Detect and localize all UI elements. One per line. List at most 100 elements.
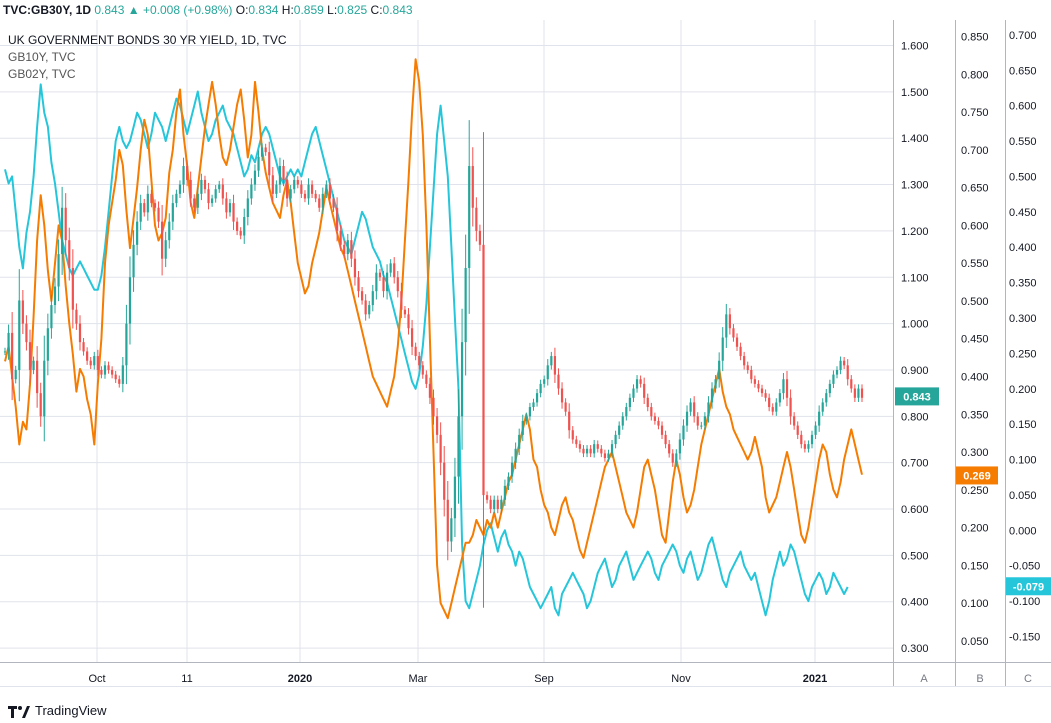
- candle-body: [614, 434, 617, 445]
- candle-body: [678, 439, 681, 454]
- candle-body: [589, 448, 592, 454]
- candle-body: [403, 309, 407, 315]
- price-tick-C: 0.550: [1009, 136, 1037, 148]
- candle-body: [393, 263, 396, 278]
- scale-button-a[interactable]: A: [915, 670, 933, 686]
- price-tick-B: 0.600: [961, 220, 989, 232]
- candle-body: [664, 434, 667, 445]
- time-tick-label: Sep: [534, 673, 554, 685]
- candle-body: [360, 291, 364, 301]
- candle-body: [750, 369, 753, 380]
- candle-body: [743, 356, 746, 366]
- candle-body: [610, 444, 614, 454]
- candle-body: [328, 184, 332, 199]
- candle-body: [300, 184, 303, 194]
- candle-body: [175, 193, 178, 204]
- candle-body: [289, 189, 292, 199]
- candle-body: [803, 444, 806, 449]
- price-tick-A: 0.500: [901, 550, 929, 562]
- candle-body: [382, 277, 385, 292]
- candle-body: [764, 393, 767, 398]
- candle-body: [364, 300, 367, 315]
- candle-body: [43, 360, 46, 417]
- price-tick-A: 0.400: [901, 597, 929, 609]
- price-tick-B: 0.150: [961, 560, 989, 572]
- candle-body: [357, 277, 360, 292]
- scale-button-b[interactable]: B: [971, 670, 989, 686]
- candle-body: [303, 193, 307, 199]
- candle-body: [161, 221, 164, 259]
- candle-body: [314, 193, 317, 199]
- candle-body: [696, 416, 699, 426]
- candle-body: [693, 402, 696, 417]
- legend-gb02y[interactable]: GB02Y, TVC: [8, 67, 76, 81]
- legend-main[interactable]: UK GOVERNMENT BONDS 30 YR YIELD, 1D, TVC: [8, 33, 287, 47]
- candle-body: [7, 332, 10, 352]
- time-tick-label: Mar: [409, 673, 428, 685]
- scale-button-c[interactable]: C: [1019, 670, 1037, 686]
- candle-body: [257, 156, 260, 171]
- candle-body: [446, 499, 449, 542]
- candle-body: [618, 425, 621, 435]
- candle-body: [625, 407, 628, 417]
- candle-body: [14, 369, 17, 380]
- candle-body: [235, 221, 239, 231]
- candle-body: [718, 360, 721, 380]
- candle-body: [375, 272, 378, 292]
- candle-body: [671, 453, 674, 463]
- candle-body: [657, 420, 660, 426]
- symbol-title[interactable]: TVC:GB30Y, 1D: [3, 3, 92, 17]
- candle-body: [707, 402, 710, 417]
- candle-body: [782, 379, 785, 394]
- candle-body: [321, 193, 324, 208]
- candle-body: [111, 369, 114, 375]
- candle-body: [682, 425, 685, 440]
- candle-body: [532, 402, 535, 408]
- candle-body: [564, 402, 567, 412]
- candle-body: [293, 179, 296, 190]
- candle-body: [25, 323, 28, 343]
- price-tick-B: 0.050: [961, 636, 989, 648]
- candle-body: [271, 175, 274, 194]
- candle-body: [410, 328, 414, 347]
- candle-body: [771, 407, 774, 412]
- candle-body: [732, 328, 735, 338]
- brand-label: TradingView: [35, 703, 107, 718]
- candle-body: [260, 147, 264, 157]
- open-label: O:: [235, 3, 249, 17]
- candles-gb30y: [3, 120, 864, 608]
- candle-body: [535, 393, 539, 403]
- low-label: L:: [327, 3, 338, 17]
- price-tick-C: 0.350: [1009, 278, 1037, 290]
- legend-gb10y[interactable]: GB10Y, TVC: [8, 50, 76, 64]
- tradingview-logo[interactable]: TradingView: [8, 703, 107, 718]
- last-value-gb10y: 0.269: [956, 466, 998, 485]
- candle-body: [807, 444, 810, 449]
- candle-body: [475, 207, 478, 231]
- candle-body: [53, 286, 57, 306]
- candle-body: [118, 379, 121, 384]
- candle-body: [746, 365, 749, 370]
- candle-body: [578, 444, 582, 449]
- candle-body: [450, 518, 453, 542]
- candle-body: [593, 444, 596, 454]
- candle-body: [850, 379, 853, 389]
- candle-body: [285, 179, 289, 199]
- candle-body: [107, 365, 110, 370]
- candle-body: [689, 402, 692, 412]
- price-tick-C: 0.050: [1009, 490, 1037, 502]
- candle-body: [853, 388, 856, 398]
- open-value: 0.834: [248, 3, 279, 17]
- price-tick-B: 0.100: [961, 598, 989, 610]
- candle-body: [700, 425, 703, 427]
- candle-body: [518, 434, 521, 449]
- price-tick-B: 0.550: [961, 258, 989, 270]
- close-label: C:: [370, 3, 383, 17]
- candle-body: [646, 397, 649, 408]
- candle-body: [721, 337, 724, 361]
- candle-body: [818, 411, 821, 426]
- candle-body: [471, 166, 474, 208]
- candle-body: [218, 184, 221, 190]
- price-tick-B: 0.250: [961, 485, 989, 497]
